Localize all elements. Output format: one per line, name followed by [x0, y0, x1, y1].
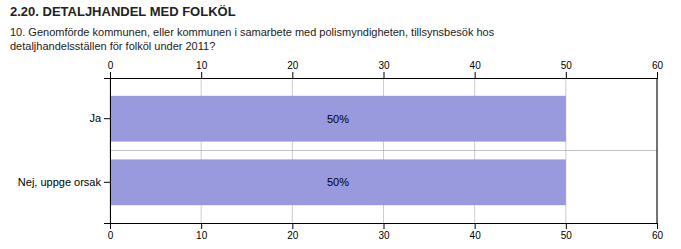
- tick: 60: [652, 223, 664, 241]
- title: 2.20. DETALJHANDEL MED FOLKÖL: [10, 4, 236, 19]
- x-axis-bottom: 0 10 20 30 40 50 60: [108, 223, 664, 241]
- tick-mark: [292, 72, 293, 78]
- tick-label: 30: [378, 230, 390, 241]
- tick-mark: [384, 223, 385, 229]
- chart: 2.20. DETALJHANDEL MED FOLKÖL 10. Genomfö…: [0, 0, 681, 249]
- tick-label: Ja: [89, 112, 102, 124]
- tick-mark: [566, 72, 567, 78]
- tick-label: 30: [378, 60, 390, 71]
- tick-label: 40: [470, 60, 482, 71]
- tick: 0: [108, 60, 114, 78]
- tick: 50: [561, 60, 573, 78]
- bar: [110, 96, 566, 142]
- tick-label: 20: [287, 60, 299, 71]
- tick-mark: [475, 223, 476, 229]
- y-axis: Ja Nej, uppge orsak: [18, 79, 111, 224]
- axis-line: [111, 224, 658, 230]
- x-axis-top: 0 10 20 30 40 50 60: [108, 60, 664, 79]
- tick: Ja: [89, 112, 110, 124]
- grid-line: [657, 78, 658, 223]
- tick-label: 40: [470, 230, 482, 241]
- bar: [110, 159, 566, 205]
- tick-label: 10: [196, 230, 208, 241]
- tick-label: 60: [652, 230, 664, 241]
- subtitle-line: 10. Genomförde kommunen, eller kommunen …: [10, 26, 495, 38]
- tick-mark: [201, 72, 202, 78]
- tick: 0: [108, 223, 114, 241]
- tick-label: 20: [287, 230, 299, 241]
- tick-label: 50: [561, 60, 573, 71]
- data-label: 50%: [327, 113, 349, 125]
- separator: [110, 150, 657, 151]
- tick-mark: [657, 223, 658, 229]
- tick-label: Nej, uppge orsak: [18, 176, 102, 188]
- tick-mark: [657, 72, 658, 78]
- subtitle: 10. Genomförde kommunen, eller kommunen …: [10, 26, 495, 52]
- tick-label: 0: [108, 230, 114, 241]
- axis-line: [104, 79, 111, 224]
- subtitle-line: detaljhandelsställen för folköl under 20…: [10, 40, 215, 52]
- tick: 60: [652, 60, 664, 78]
- tick-label: 10: [196, 60, 208, 71]
- tick-mark: [566, 223, 567, 229]
- frame-line: [657, 78, 658, 223]
- tick-label: 0: [108, 60, 114, 71]
- tick: 40: [470, 223, 482, 241]
- tick: 30: [378, 223, 390, 241]
- tick-mark: [110, 72, 111, 78]
- tick-label: 50: [561, 230, 573, 241]
- data-label: 50%: [327, 176, 349, 188]
- separators: [110, 150, 657, 151]
- grid: [110, 78, 657, 223]
- tick: 20: [287, 60, 299, 78]
- tick-mark: [292, 223, 293, 229]
- tick: 10: [196, 60, 208, 78]
- tick: 10: [196, 223, 208, 241]
- tick: 40: [470, 60, 482, 78]
- tick-label: 60: [652, 60, 664, 71]
- tick-mark: [475, 72, 476, 78]
- tick-mark: [384, 72, 385, 78]
- tick: 50: [561, 223, 573, 241]
- tick-mark: [104, 182, 110, 183]
- chart-container: 2.20. DETALJHANDEL MED FOLKÖL 10. Genomfö…: [0, 0, 681, 249]
- tick: Nej, uppge orsak: [18, 176, 110, 188]
- tick: 30: [378, 60, 390, 78]
- tick: 20: [287, 223, 299, 241]
- plot: 50% 50% 0 10 20 30 40 50 60 0 10 20 30 40 50 60 Ja Nej, u…: [18, 60, 664, 241]
- tick-mark: [201, 223, 202, 229]
- data-labels: 50% 50%: [327, 113, 349, 189]
- tick-mark: [104, 118, 110, 119]
- axis-line: [111, 72, 658, 79]
